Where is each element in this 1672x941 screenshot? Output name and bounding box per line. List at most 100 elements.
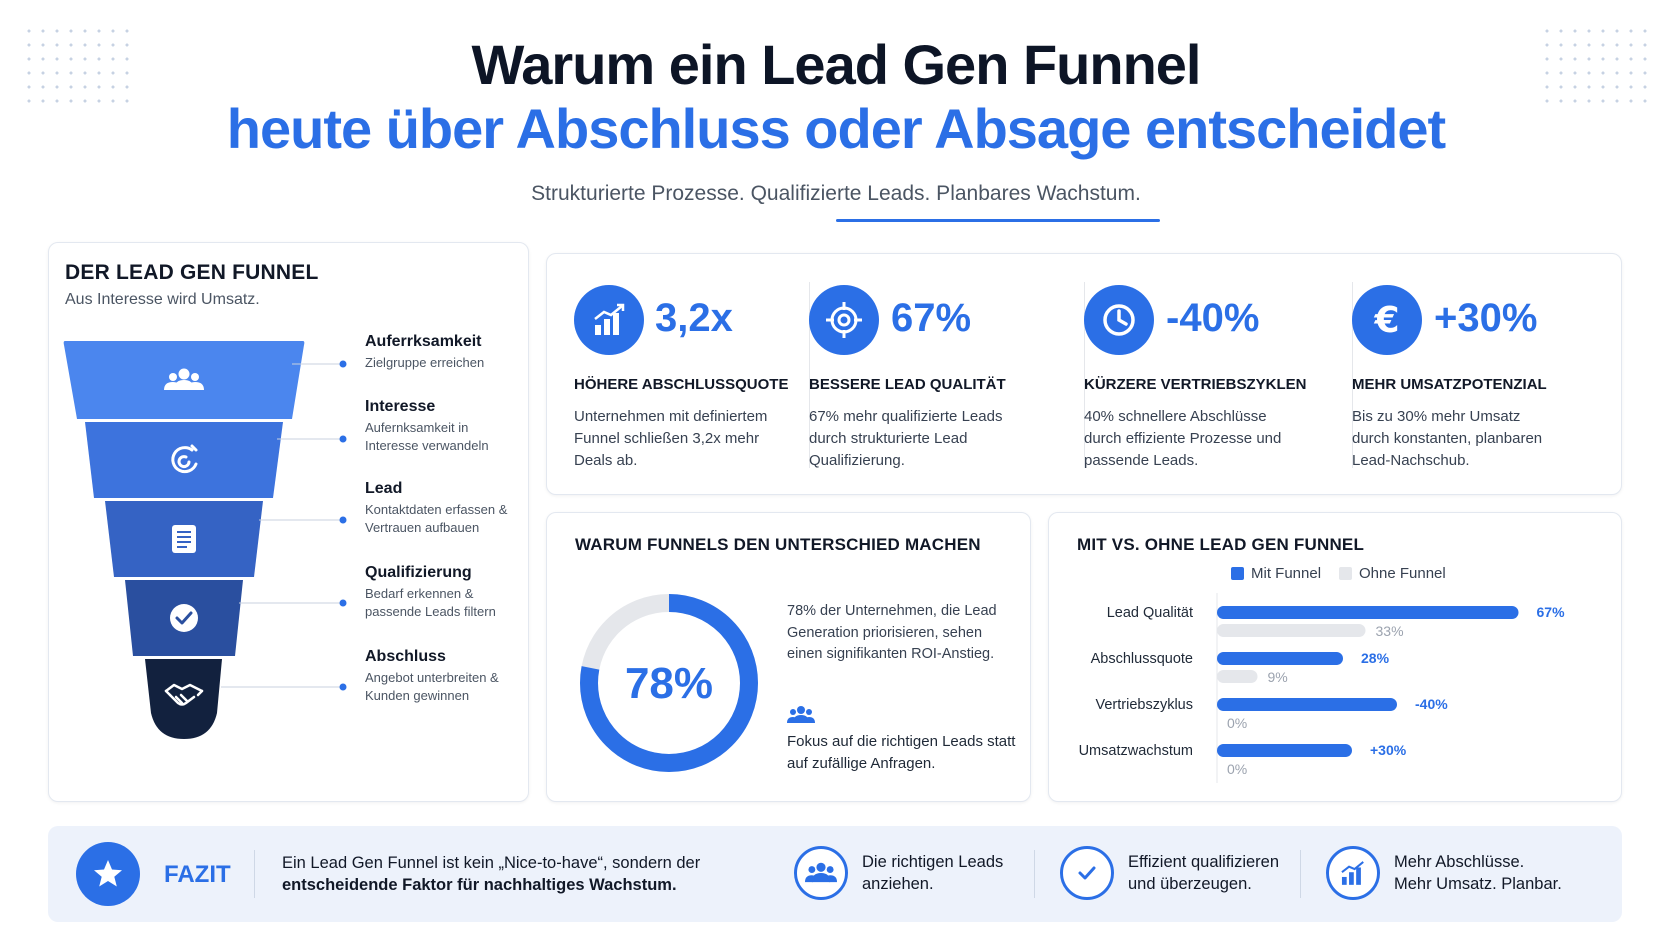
bar-label-ohne-funnel: 0% [1227, 761, 1247, 777]
compare-card: MIT VS. OHNE LEAD GEN FUNNEL Mit Funnel … [1048, 512, 1622, 802]
bar-label-mit-funnel: 28% [1361, 650, 1390, 666]
stat-desc: 67% mehr qualifizierte Leads durch struk… [809, 408, 1003, 469]
stat-divider [1084, 282, 1085, 468]
stat-desc: Unternehmen mit definiertem Funnel schli… [574, 408, 768, 469]
bar-ohne-funnel [1217, 624, 1366, 637]
bar-label-ohne-funnel: 9% [1268, 669, 1288, 685]
why-text: 78% der Unternehmen, die Lead Generation… [787, 603, 997, 662]
stat-value: 3,2x [655, 296, 733, 340]
funnel-stage-2 [85, 422, 283, 498]
bar-ohne-funnel [1217, 670, 1258, 683]
legend-swatch-with [1231, 567, 1244, 580]
funnel-stage-desc-3: Kontaktdaten erfassen & Vertrauen aufbau… [365, 502, 508, 535]
funnel-card: DER LEAD GEN FUNNEL Aus Interesse wird U… [48, 242, 529, 802]
stat-divider [1352, 282, 1353, 468]
fazit-item-line2: Mehr Umsatz. Planbar. [1394, 875, 1562, 893]
comparison-bar-chart: Lead Qualität 67% 33% Abschlussquote 28% 9% Ve… [1079, 593, 1566, 783]
fazit-item-leads: Die richtigen Leads anziehen. [794, 846, 1003, 900]
funnel-stage-1 [63, 341, 305, 419]
stat-closing-rate: 3,2x HÖHERE ABSCHLUSSQUOTE Unternehmen m… [547, 254, 807, 496]
fazit-item-text: Effizient qualifizieren und überzeugen. [1128, 851, 1279, 895]
decor-dots-right [1540, 24, 1650, 104]
bar-label-ohne-funnel: 0% [1227, 715, 1247, 731]
compare-title: MIT VS. OHNE LEAD GEN FUNNEL [1077, 535, 1365, 554]
bar-mit-funnel [1217, 606, 1519, 619]
stat-value: 67% [891, 296, 972, 340]
bar-label-mit-funnel: +30% [1370, 742, 1407, 758]
why-title: WARUM FUNNELS DEN UNTERSCHIED MACHEN [575, 535, 981, 554]
page-title: Warum ein Lead Gen Funnel [471, 33, 1201, 96]
fazit-divider [254, 850, 255, 898]
fazit-banner: FAZIT Ein Lead Gen Funnel ist kein „Nice… [48, 826, 1622, 922]
funnel-connector-dots [339, 360, 347, 691]
funnel-subtitle: Aus Interesse wird Umsatz. [65, 291, 260, 308]
bar-mit-funnel [1217, 652, 1343, 665]
bar-label-mit-funnel: -40% [1415, 696, 1448, 712]
stat-title: HÖHERE ABSCHLUSSQUOTE [574, 376, 789, 393]
category-label: Lead Qualität [1107, 605, 1193, 621]
stats-card: 3,2x HÖHERE ABSCHLUSSQUOTE Unternehmen m… [546, 253, 1622, 495]
check-icon [1060, 846, 1114, 900]
stat-sales-cycle: -40% KÜRZERE VERTRIEBSZYKLEN 40% schnell… [1084, 254, 1354, 496]
legend-swatch-without [1339, 567, 1352, 580]
decor-dots-left [22, 24, 132, 104]
funnel-stage-desc-5: Angebot unterbreiten & Kunden gewinnen [365, 670, 499, 703]
funnel-stage-label-4: Qualifizierung [365, 564, 472, 581]
stat-value: -40% [1166, 296, 1260, 340]
target-icon [809, 285, 879, 355]
why-focus-text: Fokus auf die richtigen Leads statt auf … [787, 733, 1016, 772]
funnel-stage-desc-2: Aufernksamkeit in Interesse verwandeln [365, 420, 489, 453]
fazit-text-plain: Ein Lead Gen Funnel ist kein „Nice-to-ha… [282, 854, 701, 872]
page-title-highlight: heute über Abschluss oder Absage entsche… [226, 97, 1446, 160]
funnel-stage-desc-1: Zielgruppe erreichen [365, 355, 485, 370]
legend-label-with: Mit Funnel [1251, 565, 1322, 582]
bar-label-ohne-funnel: 33% [1376, 623, 1404, 639]
stat-divider [809, 282, 810, 468]
fazit-item-line1: Die richtigen Leads [862, 853, 1004, 871]
stat-lead-quality: 67% BESSERE LEAD QUALITÄT 67% mehr quali… [809, 254, 1079, 496]
stat-desc: Bis zu 30% mehr Umsatz durch konstanten,… [1352, 408, 1543, 469]
fazit-divider [1034, 850, 1035, 898]
legend-item-with: Mit Funnel [1231, 565, 1321, 582]
funnel-diagram [63, 341, 347, 739]
stat-title: BESSERE LEAD QUALITÄT [809, 376, 1006, 393]
people-icon [794, 846, 848, 900]
stat-desc: 40% schnellere Abschlüsse durch effizien… [1084, 408, 1282, 469]
bar-label-mit-funnel: 67% [1537, 604, 1566, 620]
fazit-text-bold: entscheidende Faktor für nachhaltiges Wa… [282, 876, 677, 894]
why-card: WARUM FUNNELS DEN UNTERSCHIED MACHEN 78%… [546, 512, 1031, 802]
check-icon [170, 604, 198, 632]
page-subtitle: Strukturierte Prozesse. Qualifizierte Le… [531, 182, 1141, 205]
bar-mit-funnel [1217, 744, 1352, 757]
fazit-item-text: Die richtigen Leads anziehen. [862, 851, 1003, 895]
category-label: Umsatzwachstum [1079, 743, 1193, 759]
donut-value-arc [580, 594, 758, 772]
growth-chart-icon [574, 285, 644, 355]
fazit-item-line1: Mehr Abschlüsse. [1394, 853, 1525, 871]
funnel-connectors [221, 363, 341, 688]
growth-chart-icon [1326, 846, 1380, 900]
category-label: Abschlussquote [1091, 651, 1193, 667]
handshake-icon [164, 683, 204, 706]
legend-item-without: Ohne Funnel [1339, 565, 1446, 582]
category-label: Vertriebszyklus [1095, 697, 1193, 713]
people-icon [787, 705, 815, 730]
fazit-divider [1300, 850, 1301, 898]
stat-title: KÜRZERE VERTRIEBSZYKLEN [1084, 376, 1307, 393]
fazit-item-line1: Effizient qualifizieren [1128, 853, 1280, 871]
fazit-label: FAZIT [164, 861, 231, 888]
donut-chart: 78% [580, 594, 758, 772]
legend-label-without: Ohne Funnel [1359, 565, 1446, 582]
funnel-stage-desc-4: Bedarf erkennen & passende Leads filtern [365, 586, 496, 619]
bar-mit-funnel [1217, 698, 1397, 711]
star-icon [76, 842, 140, 906]
clock-icon [1084, 285, 1154, 355]
magnet-icon [171, 444, 198, 474]
fazit-item-qualify: Effizient qualifizieren und überzeugen. [1060, 846, 1279, 900]
donut-label: 78% [625, 659, 713, 708]
funnel-stage-label-2: Interesse [365, 398, 436, 415]
euro-icon: € [1352, 285, 1422, 355]
fazit-item-text: Mehr Abschlüsse. Mehr Umsatz. Planbar. [1394, 851, 1562, 895]
fazit-item-line2: anziehen. [862, 875, 934, 893]
form-icon [172, 525, 196, 553]
